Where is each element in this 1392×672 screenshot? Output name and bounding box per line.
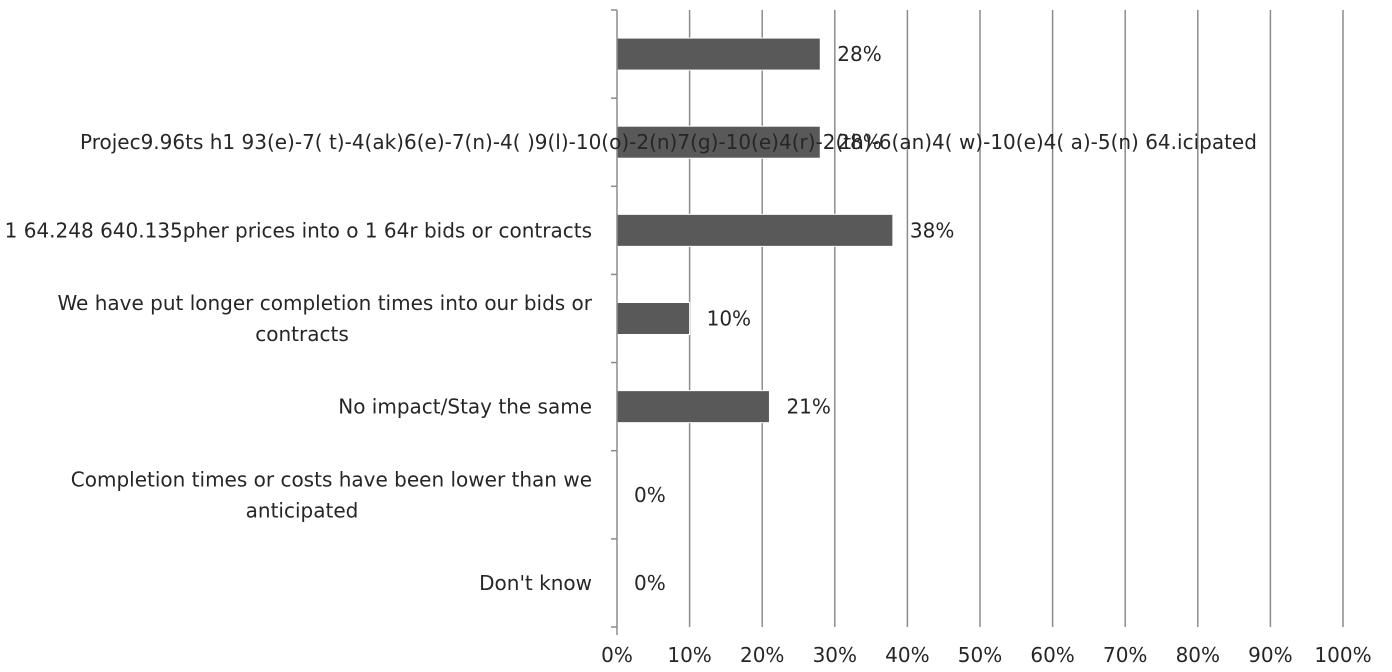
data-labels: 28% 28% 38% 10% 21% 0% 0%: [634, 42, 954, 595]
x-tick-label: 20%: [740, 643, 784, 667]
x-tick-label: 10%: [667, 643, 711, 667]
category-label: anticipated: [246, 498, 359, 522]
x-tick-label: 100%: [1314, 643, 1371, 667]
x-tick-label: 40%: [885, 643, 929, 667]
category-label: contracts: [255, 322, 349, 346]
x-tick-label: 50%: [958, 643, 1002, 667]
data-label: 10%: [707, 307, 751, 331]
data-label: 21%: [786, 395, 830, 419]
data-label: 0%: [634, 571, 666, 595]
data-label: 28%: [837, 130, 881, 154]
bar: [616, 302, 691, 335]
x-tick-label: 70%: [1103, 643, 1147, 667]
data-label: 28%: [837, 42, 881, 66]
bars: [616, 37, 894, 424]
category-label: We have put longer completion times into…: [57, 291, 592, 315]
x-tick-label: 0%: [601, 643, 633, 667]
gridlines: [688, 10, 1344, 627]
data-label: 0%: [634, 483, 666, 507]
category-axis: [611, 9, 618, 635]
category-label: Projec9.96ts h1 93(e)-7( t)-4(ak)6(e)-7(…: [80, 130, 1257, 154]
category-label: Don't know: [479, 571, 592, 595]
x-tick-label: 90%: [1248, 643, 1292, 667]
x-tick-labels: 0% 10% 20% 30% 40% 50% 60% 70% 80% 90% 100%: [601, 643, 1371, 667]
x-tick-label: 30%: [813, 643, 857, 667]
x-tick-label: 60%: [1030, 643, 1074, 667]
bar: [616, 125, 821, 159]
bar: [616, 37, 821, 71]
category-label: Wep n423/F1 9.96 Tf1 0 0 1 64.248 640.13…: [0, 218, 592, 242]
category-label: Completion times or costs have been lowe…: [71, 467, 592, 491]
bar: [616, 390, 770, 424]
x-tick-label: 80%: [1176, 643, 1220, 667]
bar: [616, 213, 894, 247]
data-label: 38%: [910, 218, 954, 242]
category-label: No impact/Stay the same: [338, 395, 592, 419]
category-labels: Projec9.96ts h1 93(e)-7( t)-4(ak)6(e)-7(…: [0, 130, 1257, 595]
